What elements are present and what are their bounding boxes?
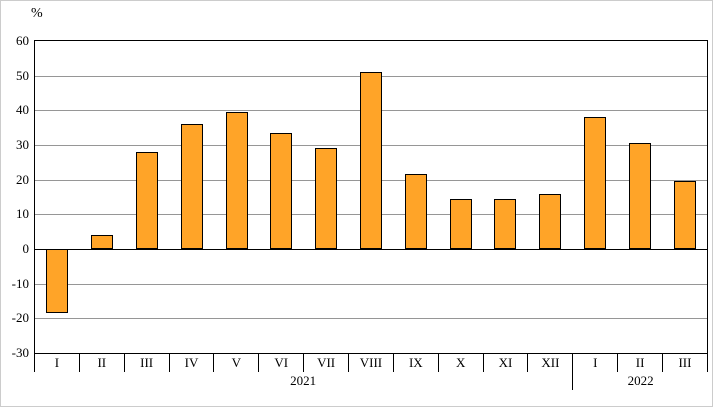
bar — [181, 124, 203, 249]
year-label: 2021 — [34, 372, 574, 390]
x-axis-label: V — [214, 354, 260, 372]
gridline — [35, 284, 707, 285]
x-axis-label: III — [125, 354, 170, 372]
bar — [584, 117, 606, 249]
plot-area — [34, 40, 708, 354]
x-axis-label: X — [439, 354, 484, 372]
bar — [136, 152, 158, 249]
x-axis-label: VIII — [349, 354, 394, 372]
bar — [539, 194, 561, 249]
x-axis-label: VII — [304, 354, 350, 372]
y-axis-label: 50 — [16, 68, 29, 83]
bar — [315, 148, 337, 249]
y-axis-label: -10 — [11, 276, 29, 291]
bar — [91, 235, 113, 249]
x-axis-category-labels: I II III IV V VI VII VIII IX X XI XII I II III — [34, 354, 708, 372]
x-axis-label: XI — [484, 354, 529, 372]
y-axis-label: -30 — [11, 345, 29, 360]
bar — [405, 174, 427, 249]
x-axis-label: IX — [394, 354, 439, 372]
x-axis-label: XII — [528, 354, 574, 372]
zero-axis-line — [35, 249, 707, 250]
x-axis-label: I — [35, 354, 80, 372]
x-axis-label: II — [618, 354, 664, 372]
x-axis-label: VI — [259, 354, 305, 372]
y-axis-label: 0 — [22, 241, 30, 256]
bar — [629, 143, 651, 249]
x-axis-year-labels: 2021 2022 — [34, 372, 708, 390]
year-label: 2022 — [627, 373, 654, 388]
bar — [270, 133, 292, 249]
y-axis-label: 10 — [16, 206, 29, 221]
bar — [674, 181, 696, 249]
x-axis-label: II — [80, 354, 125, 372]
y-axis-label: 60 — [16, 33, 29, 48]
y-axis-label: -20 — [11, 310, 29, 325]
x-axis-label: III — [663, 354, 708, 372]
y-axis-tick-labels: 60 50 40 30 20 10 0 -10 -20 -30 — [1, 1, 29, 406]
y-axis-label: 40 — [16, 102, 29, 117]
bar — [494, 199, 516, 249]
bar — [450, 199, 472, 249]
x-axis-label: I — [573, 354, 619, 372]
y-axis-label: 30 — [16, 137, 29, 152]
x-axis-label: IV — [170, 354, 215, 372]
bar — [360, 72, 382, 249]
gridline — [35, 318, 707, 319]
y-axis-unit-label: % — [31, 6, 43, 21]
bar — [46, 249, 68, 313]
bar — [226, 112, 248, 249]
y-axis-label: 20 — [16, 172, 29, 187]
